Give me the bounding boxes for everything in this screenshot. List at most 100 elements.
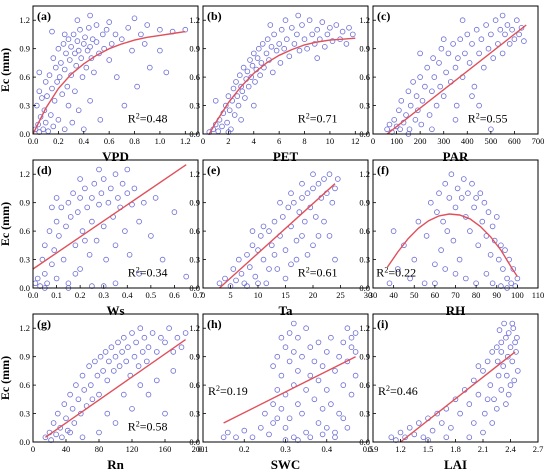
data-point xyxy=(303,429,309,436)
x-tick-label: 60 xyxy=(431,290,440,300)
data-point xyxy=(440,218,446,225)
data-point xyxy=(488,31,494,38)
data-point xyxy=(406,126,413,133)
data-point xyxy=(352,330,359,336)
y-tick-label: 0.3 xyxy=(359,101,370,111)
data-point xyxy=(432,261,438,268)
x-tick-label: 10 xyxy=(326,136,335,146)
y-tick-label: 0.3 xyxy=(19,101,30,111)
data-point xyxy=(65,280,72,287)
data-point xyxy=(344,325,351,332)
y-tick-label: 0.3 xyxy=(359,255,370,265)
data-point xyxy=(242,95,248,101)
data-point xyxy=(303,387,309,393)
data-point xyxy=(433,102,440,109)
data-point xyxy=(137,325,144,332)
data-point xyxy=(233,79,239,85)
data-point xyxy=(263,50,270,57)
y-tick-label: 0.0 xyxy=(189,437,200,447)
data-point xyxy=(67,391,73,398)
y-tick-label: 0.3 xyxy=(19,255,30,265)
data-point xyxy=(276,41,283,47)
data-point xyxy=(328,401,334,407)
data-point xyxy=(485,45,492,52)
data-point xyxy=(498,387,505,393)
plot-frame xyxy=(32,5,199,135)
data-point xyxy=(290,434,297,441)
data-point xyxy=(437,83,444,90)
data-point xyxy=(319,363,326,369)
data-point xyxy=(494,358,501,365)
data-point xyxy=(282,17,289,24)
data-point xyxy=(329,199,336,206)
data-point xyxy=(115,339,121,346)
x-tick-label: 25 xyxy=(336,290,345,300)
data-point xyxy=(70,31,77,38)
data-point xyxy=(86,252,93,258)
data-point xyxy=(32,280,39,287)
data-point xyxy=(138,31,144,38)
data-point xyxy=(149,330,156,336)
data-point xyxy=(290,199,297,206)
data-point xyxy=(249,228,256,234)
data-point xyxy=(279,214,286,220)
fit-line xyxy=(219,183,336,289)
data-point xyxy=(93,39,100,45)
data-point xyxy=(271,252,278,258)
x-tick-label: 0 xyxy=(31,444,35,454)
data-point xyxy=(220,434,227,441)
data-point xyxy=(299,195,305,201)
plot-frame xyxy=(202,159,369,289)
y-tick-label: 0.6 xyxy=(19,226,30,236)
data-point xyxy=(352,349,359,355)
x-tick-label: 0.3 xyxy=(280,444,291,454)
x-tick-label: 12 xyxy=(351,136,360,146)
data-point xyxy=(415,218,422,225)
data-point xyxy=(49,85,55,92)
data-point xyxy=(50,123,57,130)
data-point xyxy=(225,93,232,99)
data-point xyxy=(412,117,419,123)
data-point xyxy=(514,275,521,282)
data-point xyxy=(471,83,478,90)
data-point xyxy=(234,93,241,99)
data-point xyxy=(513,17,520,24)
data-point xyxy=(473,280,479,287)
data-point xyxy=(257,72,263,78)
data-point xyxy=(100,223,107,230)
data-point xyxy=(352,372,359,379)
data-point xyxy=(139,349,146,355)
data-point xyxy=(431,74,438,80)
data-point xyxy=(262,410,268,417)
data-point xyxy=(306,17,313,24)
data-point xyxy=(121,102,128,109)
data-point xyxy=(126,252,133,258)
data-point xyxy=(452,270,459,277)
plot-frame xyxy=(32,159,199,289)
data-point xyxy=(419,98,426,104)
data-point xyxy=(418,121,425,128)
x-tick-label: 15 xyxy=(281,290,290,300)
data-point xyxy=(448,171,455,178)
data-point xyxy=(417,50,423,57)
data-point xyxy=(282,247,289,253)
data-point xyxy=(108,344,115,351)
data-point xyxy=(59,91,65,97)
data-point xyxy=(112,420,119,426)
data-point xyxy=(67,57,73,63)
fit-line xyxy=(386,213,518,277)
data-point xyxy=(310,185,316,192)
data-point xyxy=(61,31,68,38)
data-point xyxy=(266,228,272,234)
data-point xyxy=(438,45,445,52)
y-tick-label: 0.0 xyxy=(189,283,200,293)
data-point xyxy=(115,195,121,201)
data-point xyxy=(159,256,166,263)
data-point xyxy=(476,50,482,57)
data-point xyxy=(339,28,346,35)
data-point xyxy=(70,190,76,197)
data-point xyxy=(315,377,322,384)
data-point xyxy=(145,344,152,351)
y-tick-label: 0.6 xyxy=(189,380,200,390)
data-point xyxy=(255,45,262,52)
